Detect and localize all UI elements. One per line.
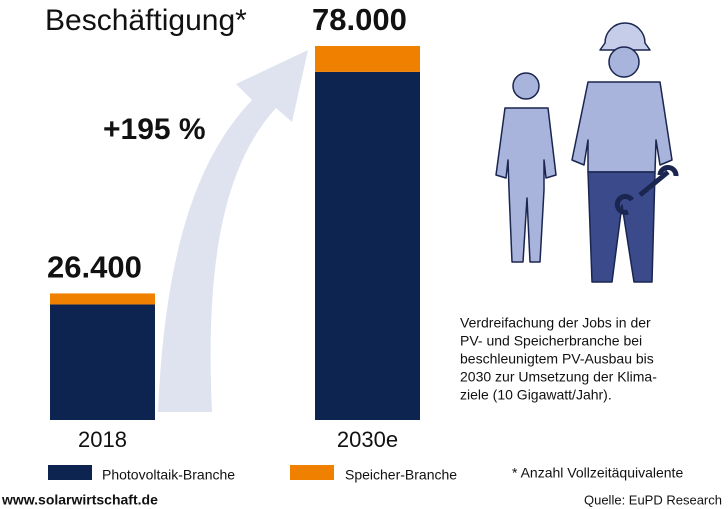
description-line: PV- und Speicherbranche bei (460, 333, 642, 349)
website: www.solarwirtschaft.de (1, 492, 158, 508)
annotation: +195 % (103, 113, 206, 146)
source: Quelle: EuPD Research (584, 492, 722, 507)
bar-segment (50, 304, 155, 420)
growth-arrow (158, 50, 308, 412)
description-line: beschleunigtem PV-Ausbau bis (460, 351, 654, 367)
legend-swatch (48, 465, 92, 480)
legend: Photovoltaik-Branche Speicher-Branche (48, 465, 457, 483)
description: Verdreifachung der Jobs in der PV- und Sp… (460, 315, 657, 403)
footnote: * Anzahl Vollzeitäquivalente (512, 465, 683, 481)
total-label: 26.400 (47, 250, 142, 285)
bar-segment (50, 293, 155, 305)
x-tick-label: 2018 (78, 427, 127, 452)
bar-segment (315, 46, 420, 72)
legend-swatch (290, 465, 334, 480)
bar-segment (315, 71, 420, 421)
total-label: 78.000 (312, 2, 407, 37)
description-line: ziele (10 Gigawatt/Jahr). (460, 387, 612, 403)
legend-label: Speicher-Branche (345, 467, 457, 483)
legend-label: Photovoltaik-Branche (102, 467, 235, 483)
x-tick-label: 2030e (337, 427, 398, 452)
description-line: 2030 zur Umsetzung der Klima- (460, 369, 657, 385)
description-line: Verdreifachung der Jobs in der (460, 315, 651, 331)
chart-title: Beschäftigung* (45, 4, 247, 37)
workers-illustration (495, 22, 679, 283)
